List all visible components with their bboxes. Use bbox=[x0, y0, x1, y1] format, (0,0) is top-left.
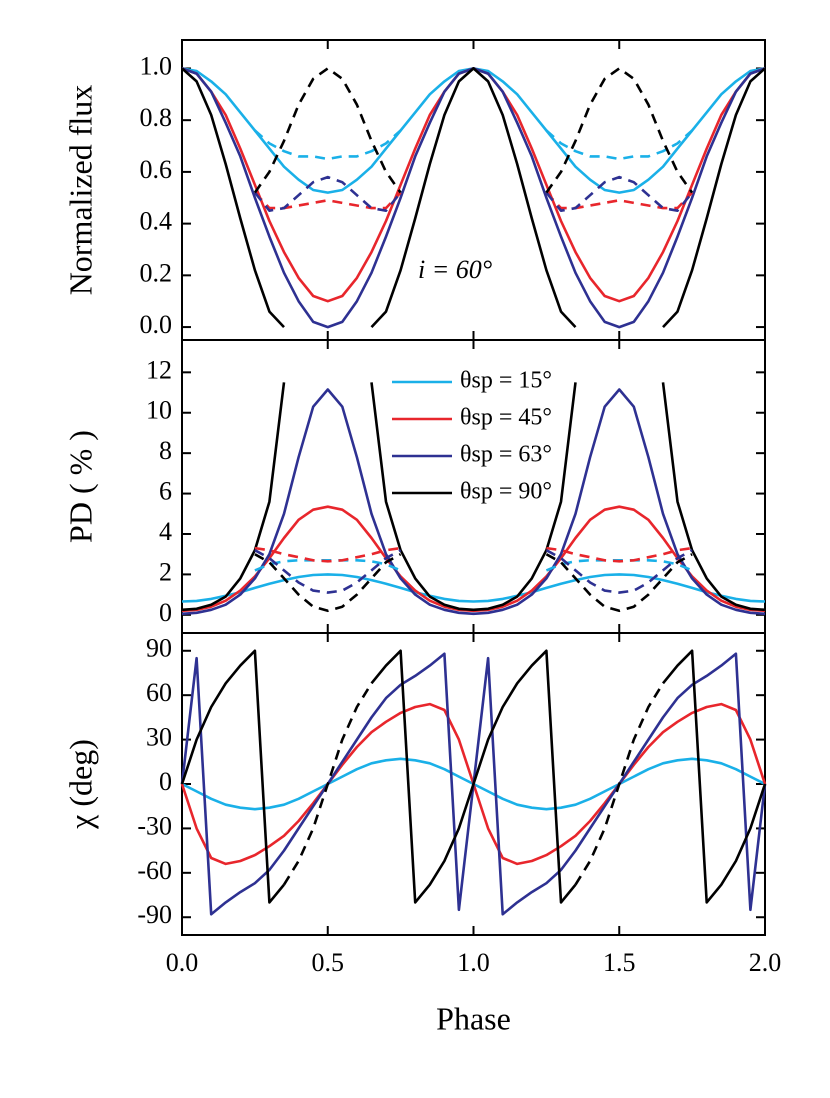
annotation: i = 60° bbox=[418, 255, 492, 284]
x-tick-label: 1.0 bbox=[457, 948, 490, 977]
line bbox=[181, 67, 766, 329]
y-tick-label: -90 bbox=[137, 900, 172, 929]
y-tick-label: 0.8 bbox=[140, 103, 173, 132]
y-tick-label: 10 bbox=[146, 396, 172, 425]
y-axis-label: PD ( % ) bbox=[62, 430, 98, 543]
legend-label: θsp = 45° bbox=[460, 405, 552, 431]
y-tick-label: 0 bbox=[159, 598, 172, 627]
dashed-line bbox=[254, 549, 693, 594]
x-tick-label: 0.0 bbox=[166, 948, 199, 977]
y-tick-label: -60 bbox=[137, 856, 172, 885]
y-tick-label: 60 bbox=[146, 678, 172, 707]
x-tick-label: 2.0 bbox=[749, 948, 782, 977]
dashed-line bbox=[253, 191, 694, 210]
legend-label: θsp = 90° bbox=[460, 479, 552, 505]
line bbox=[181, 382, 766, 612]
x-axis-label: Phase bbox=[436, 1000, 511, 1036]
legend-label: θsp = 63° bbox=[460, 442, 552, 468]
plot-frame bbox=[181, 39, 766, 341]
line bbox=[181, 388, 766, 616]
y-axis-label: χ (deg) bbox=[62, 739, 98, 830]
y-tick-label: 0.2 bbox=[140, 258, 173, 287]
dashed-line bbox=[254, 553, 693, 613]
y-tick-label: 4 bbox=[159, 517, 172, 546]
y-tick-label: 90 bbox=[146, 634, 172, 663]
y-tick-label: 12 bbox=[146, 355, 172, 384]
y-tick-label: 0.4 bbox=[140, 207, 173, 236]
y-tick-label: 30 bbox=[146, 723, 172, 752]
dashed-line bbox=[254, 559, 693, 572]
dashed-line bbox=[253, 175, 694, 212]
legend-label: θsp = 15° bbox=[460, 368, 552, 394]
y-tick-label: 1.0 bbox=[140, 51, 173, 80]
x-tick-label: 0.5 bbox=[312, 948, 345, 977]
y-tick-label: 8 bbox=[159, 436, 172, 465]
y-tick-label: 0.0 bbox=[140, 310, 173, 339]
y-tick-label: 0 bbox=[159, 767, 172, 796]
dashed-line bbox=[254, 546, 693, 563]
y-tick-label: 6 bbox=[159, 477, 172, 506]
dashed-line bbox=[282, 682, 665, 886]
dashed-line bbox=[253, 67, 694, 194]
x-tick-label: 1.5 bbox=[603, 948, 636, 977]
dashed-line bbox=[254, 129, 693, 161]
line bbox=[181, 573, 766, 603]
line bbox=[180, 649, 767, 904]
y-axis-label: Normalized flux bbox=[62, 85, 98, 296]
y-tick-label: 0.6 bbox=[140, 155, 173, 184]
line bbox=[181, 67, 766, 328]
y-tick-label: 2 bbox=[159, 557, 172, 586]
y-tick-label: -30 bbox=[137, 811, 172, 840]
